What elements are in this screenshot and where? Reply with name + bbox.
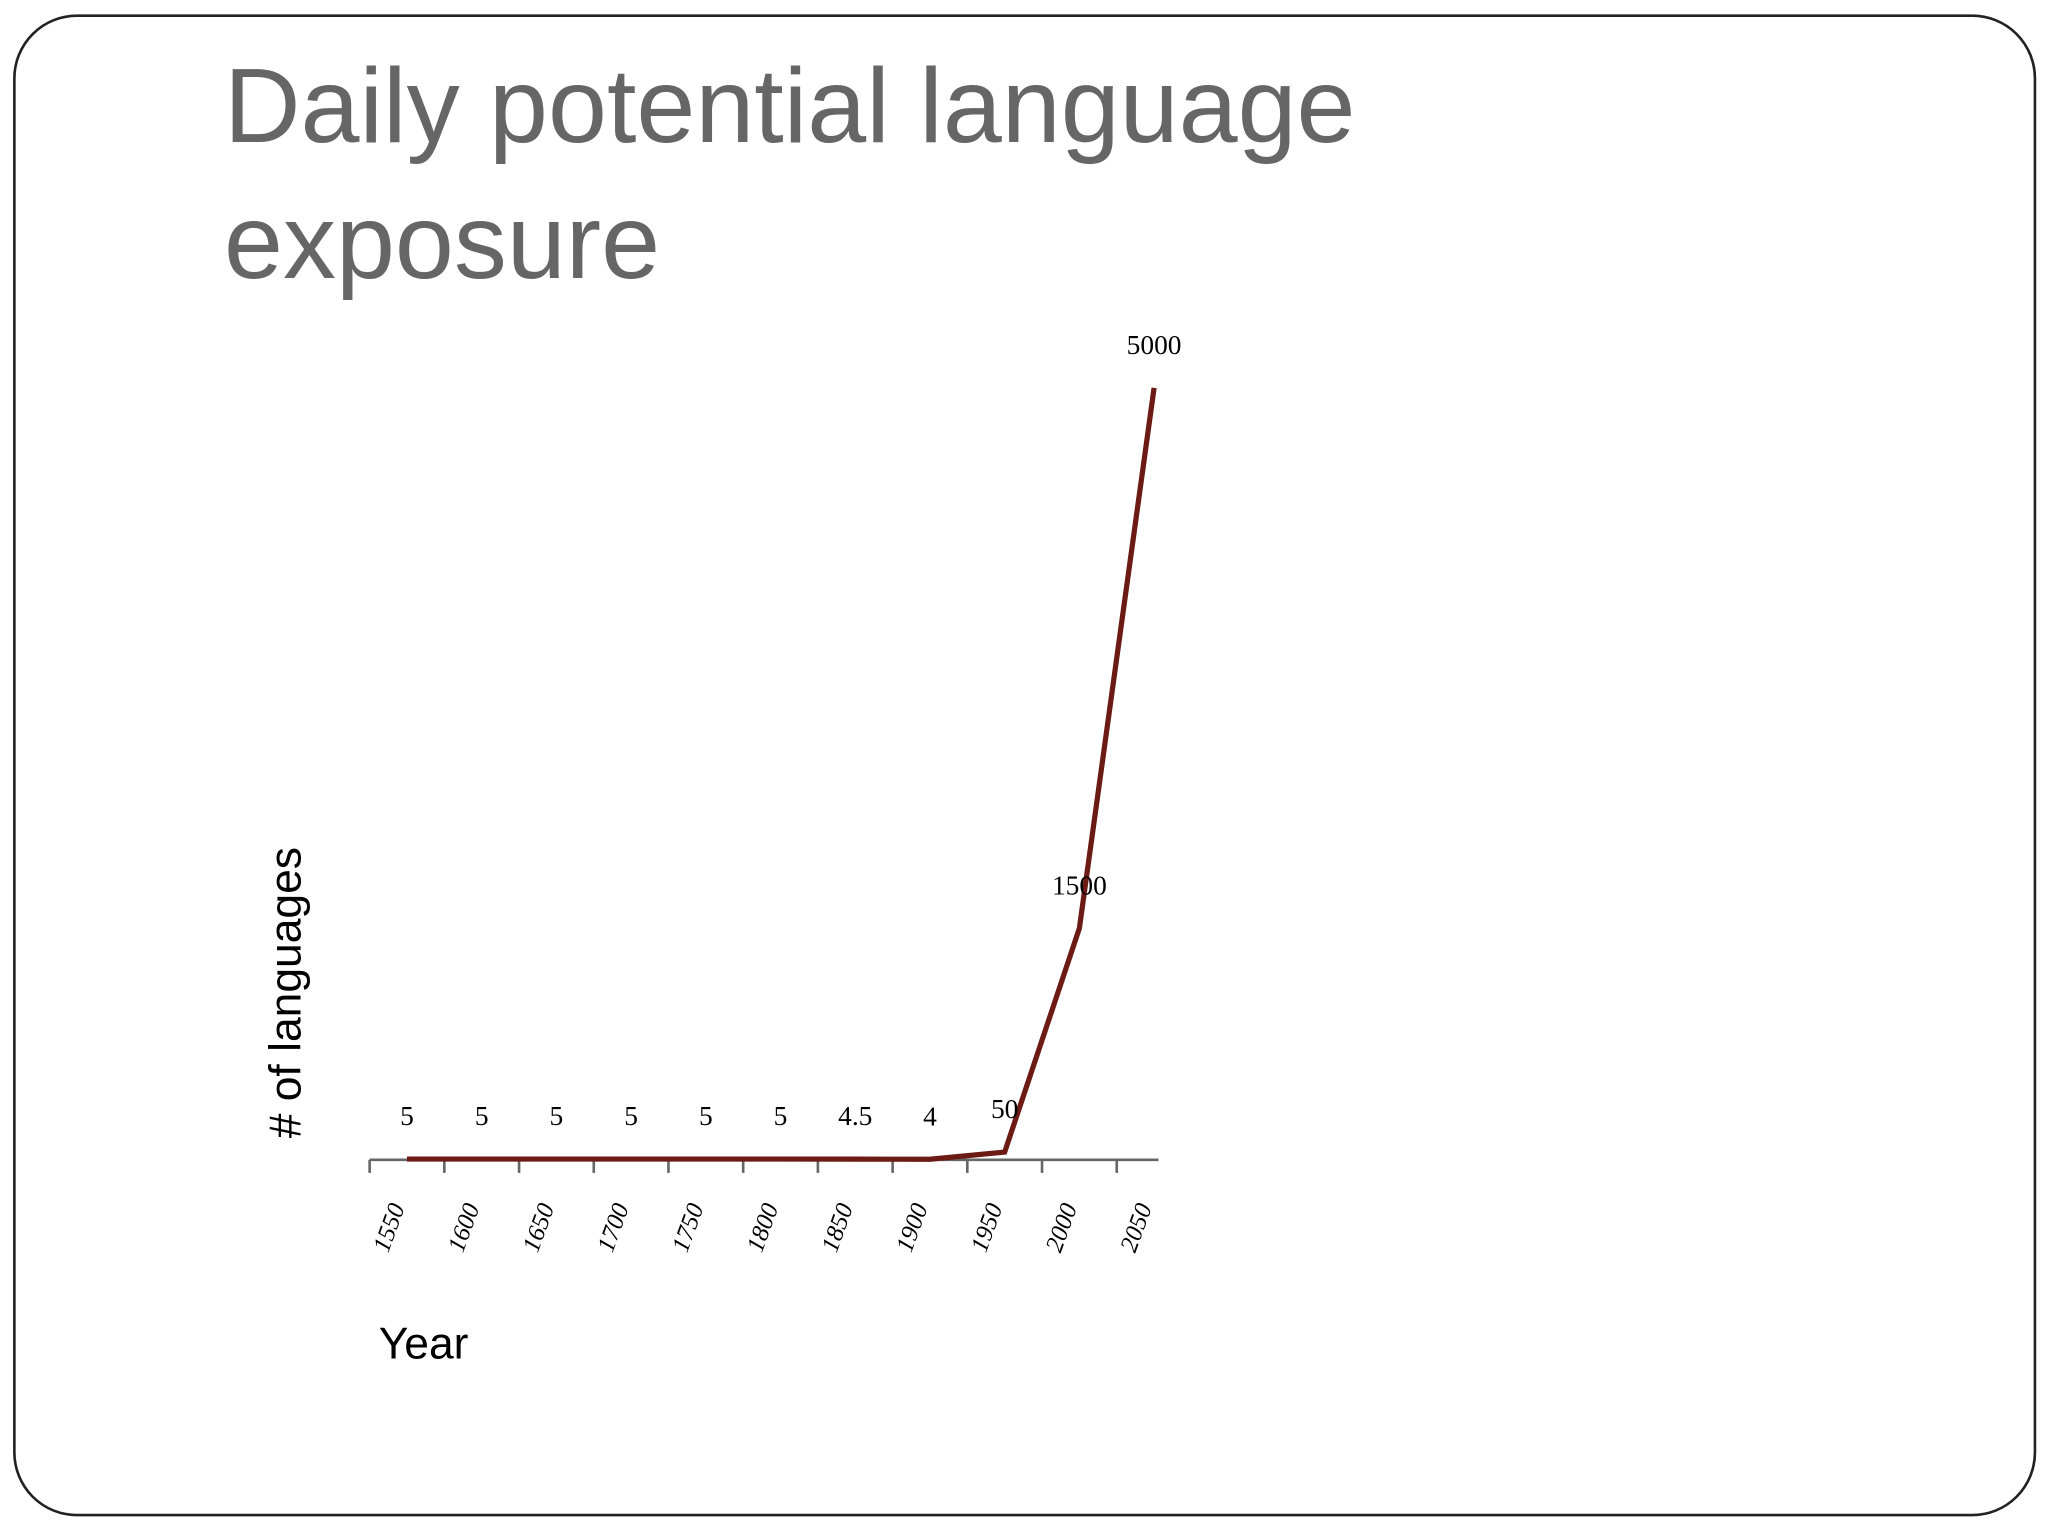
data-label: 5	[699, 1101, 713, 1131]
data-label: 5	[400, 1101, 414, 1131]
data-label: 4.5	[838, 1101, 872, 1131]
data-label: 4	[923, 1101, 937, 1131]
data-label: 50	[991, 1094, 1018, 1124]
data-label: 5	[550, 1101, 564, 1131]
x-axis-label: Year	[379, 1319, 469, 1368]
data-label: 5	[624, 1101, 638, 1131]
data-label: 5	[774, 1101, 788, 1131]
data-label: 5000	[1127, 330, 1182, 360]
data-label: 5	[475, 1101, 489, 1131]
y-axis-label: # of languages	[261, 847, 310, 1138]
chart-title: Daily potential language exposure	[224, 47, 1356, 301]
slide-frame	[13, 14, 2037, 1517]
line-series	[406, 387, 1157, 1162]
data-label: 1500	[1052, 870, 1107, 900]
